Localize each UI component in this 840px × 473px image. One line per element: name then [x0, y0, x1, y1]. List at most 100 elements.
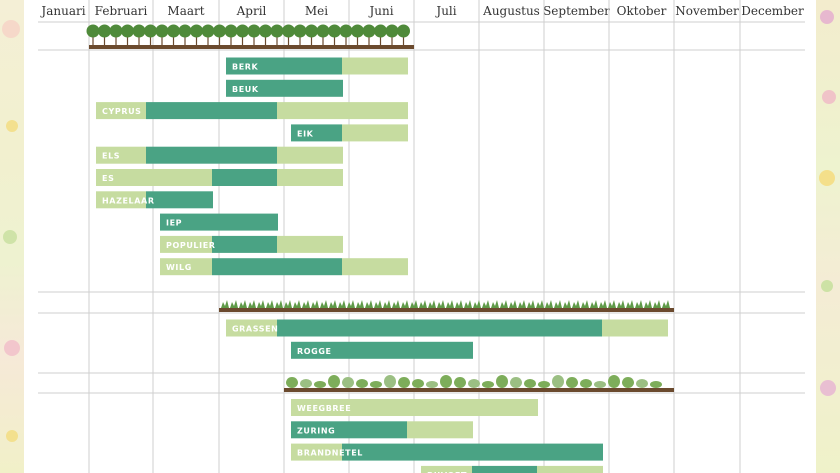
- tree-crown: [339, 24, 353, 38]
- grass-tuft: [518, 300, 526, 308]
- flower-icon: [822, 90, 836, 104]
- pollen-bar-low: [96, 191, 146, 209]
- tree-crown: [247, 24, 261, 38]
- plant-label: ES: [102, 174, 114, 183]
- pollen-bar-low: [96, 169, 212, 186]
- pollen-bar-low: [342, 258, 408, 276]
- grass-tuft: [365, 300, 373, 308]
- grass-tuft: [536, 300, 544, 308]
- tree-crown: [109, 24, 123, 38]
- month-label: Januari: [39, 4, 85, 18]
- pollen-bar-low: [160, 235, 212, 253]
- tree-crown: [351, 24, 364, 38]
- grass-tuft: [509, 300, 517, 308]
- pollen-bar-low: [291, 443, 342, 461]
- pollen-bar-high: [212, 235, 277, 253]
- tree-crown: [190, 24, 203, 38]
- grass-tuft: [446, 300, 454, 308]
- grass-tuft: [419, 300, 427, 308]
- grass-tuft: [437, 300, 445, 308]
- pollen-bar-high: [212, 169, 277, 186]
- grass-tuft: [275, 300, 283, 308]
- herb-leaf: [524, 379, 536, 388]
- tree-crown: [155, 24, 169, 38]
- grass-tuft: [293, 300, 301, 308]
- plant-label: EIK: [297, 129, 314, 138]
- plant-row-bijvoet: BIJVOET: [421, 465, 603, 473]
- herb-leaf: [328, 375, 340, 388]
- grass-tuft: [599, 300, 607, 308]
- grass-tuft: [608, 300, 616, 308]
- flower-icon: [821, 280, 833, 292]
- herb-leaf: [314, 381, 326, 388]
- pollen-bar-high: [160, 213, 278, 231]
- herb-leaf: [496, 375, 508, 388]
- tree-crown: [236, 24, 249, 38]
- plant-label: BEUK: [232, 85, 259, 94]
- grass-tuft: [356, 300, 364, 308]
- pollen-bar-low: [421, 465, 472, 473]
- month-label: Juni: [367, 4, 393, 18]
- pollen-bar-low: [342, 57, 408, 75]
- plant-label: ELS: [102, 152, 120, 161]
- herb-leaf: [440, 375, 452, 388]
- tree-crown: [397, 24, 410, 38]
- grass-tuft: [230, 300, 238, 308]
- herb-leaf: [552, 375, 564, 388]
- herb-leaf: [384, 375, 396, 388]
- soil-line: [219, 308, 674, 312]
- tree-crown: [305, 24, 318, 38]
- herb-leaf: [454, 377, 466, 388]
- month-label: Augustus: [482, 4, 540, 18]
- tree-crown: [259, 24, 272, 38]
- grass-tuft: [221, 300, 229, 308]
- grass-tuft: [248, 300, 256, 308]
- plant-row-els: ELS: [96, 146, 343, 164]
- grass-tuft: [590, 300, 598, 308]
- pollen-bar-high: [342, 443, 603, 461]
- grass-tuft: [653, 300, 661, 308]
- grass-tuft: [617, 300, 625, 308]
- grass-tuft: [284, 300, 292, 308]
- plant-row-es: ES: [96, 169, 343, 186]
- grass-tuft: [392, 300, 400, 308]
- month-label: September: [543, 4, 610, 18]
- month-label: Februari: [95, 4, 148, 18]
- herb-leaf: [300, 379, 312, 388]
- grass-tuft: [338, 300, 346, 308]
- pollen-bar-low: [291, 399, 538, 416]
- month-label: Juli: [434, 4, 456, 18]
- pollen-bar-low: [537, 465, 603, 473]
- pollen-bar-low: [160, 258, 212, 276]
- plant-row-berk: BERK: [226, 57, 408, 75]
- plant-label: POPULIER: [166, 241, 216, 250]
- plant-label: ZURING: [297, 426, 335, 435]
- herb-leaf: [538, 381, 550, 388]
- plant-row-populier: POPULIER: [160, 235, 343, 253]
- grass-tuft: [491, 300, 499, 308]
- tree-crown: [282, 24, 295, 38]
- flower-icon: [6, 120, 18, 132]
- tree-crown: [224, 24, 238, 38]
- herb-leaf: [426, 381, 438, 388]
- plant-row-grassen: GRASSEN: [226, 319, 668, 337]
- grass-tuft: [302, 300, 310, 308]
- pollen-bar-low: [277, 169, 343, 186]
- flower-icon: [3, 230, 17, 244]
- pollen-bar-low: [226, 319, 277, 337]
- plant-row-iep: IEP: [160, 213, 278, 231]
- soil-line: [284, 388, 674, 392]
- grass-tuft: [581, 300, 589, 308]
- pollen-bar-high: [212, 258, 342, 276]
- month-label: November: [675, 4, 739, 18]
- month-label: Mei: [305, 4, 328, 18]
- plant-label: BERK: [232, 63, 259, 72]
- pollen-bar-high: [472, 465, 537, 473]
- herb-leaf: [636, 379, 648, 388]
- grass-tuft: [644, 300, 652, 308]
- grass-tuft: [500, 300, 508, 308]
- grass-tuft: [635, 300, 643, 308]
- tree-crown: [167, 24, 180, 38]
- plant-row-brandnetel: BRANDNETEL: [291, 443, 603, 461]
